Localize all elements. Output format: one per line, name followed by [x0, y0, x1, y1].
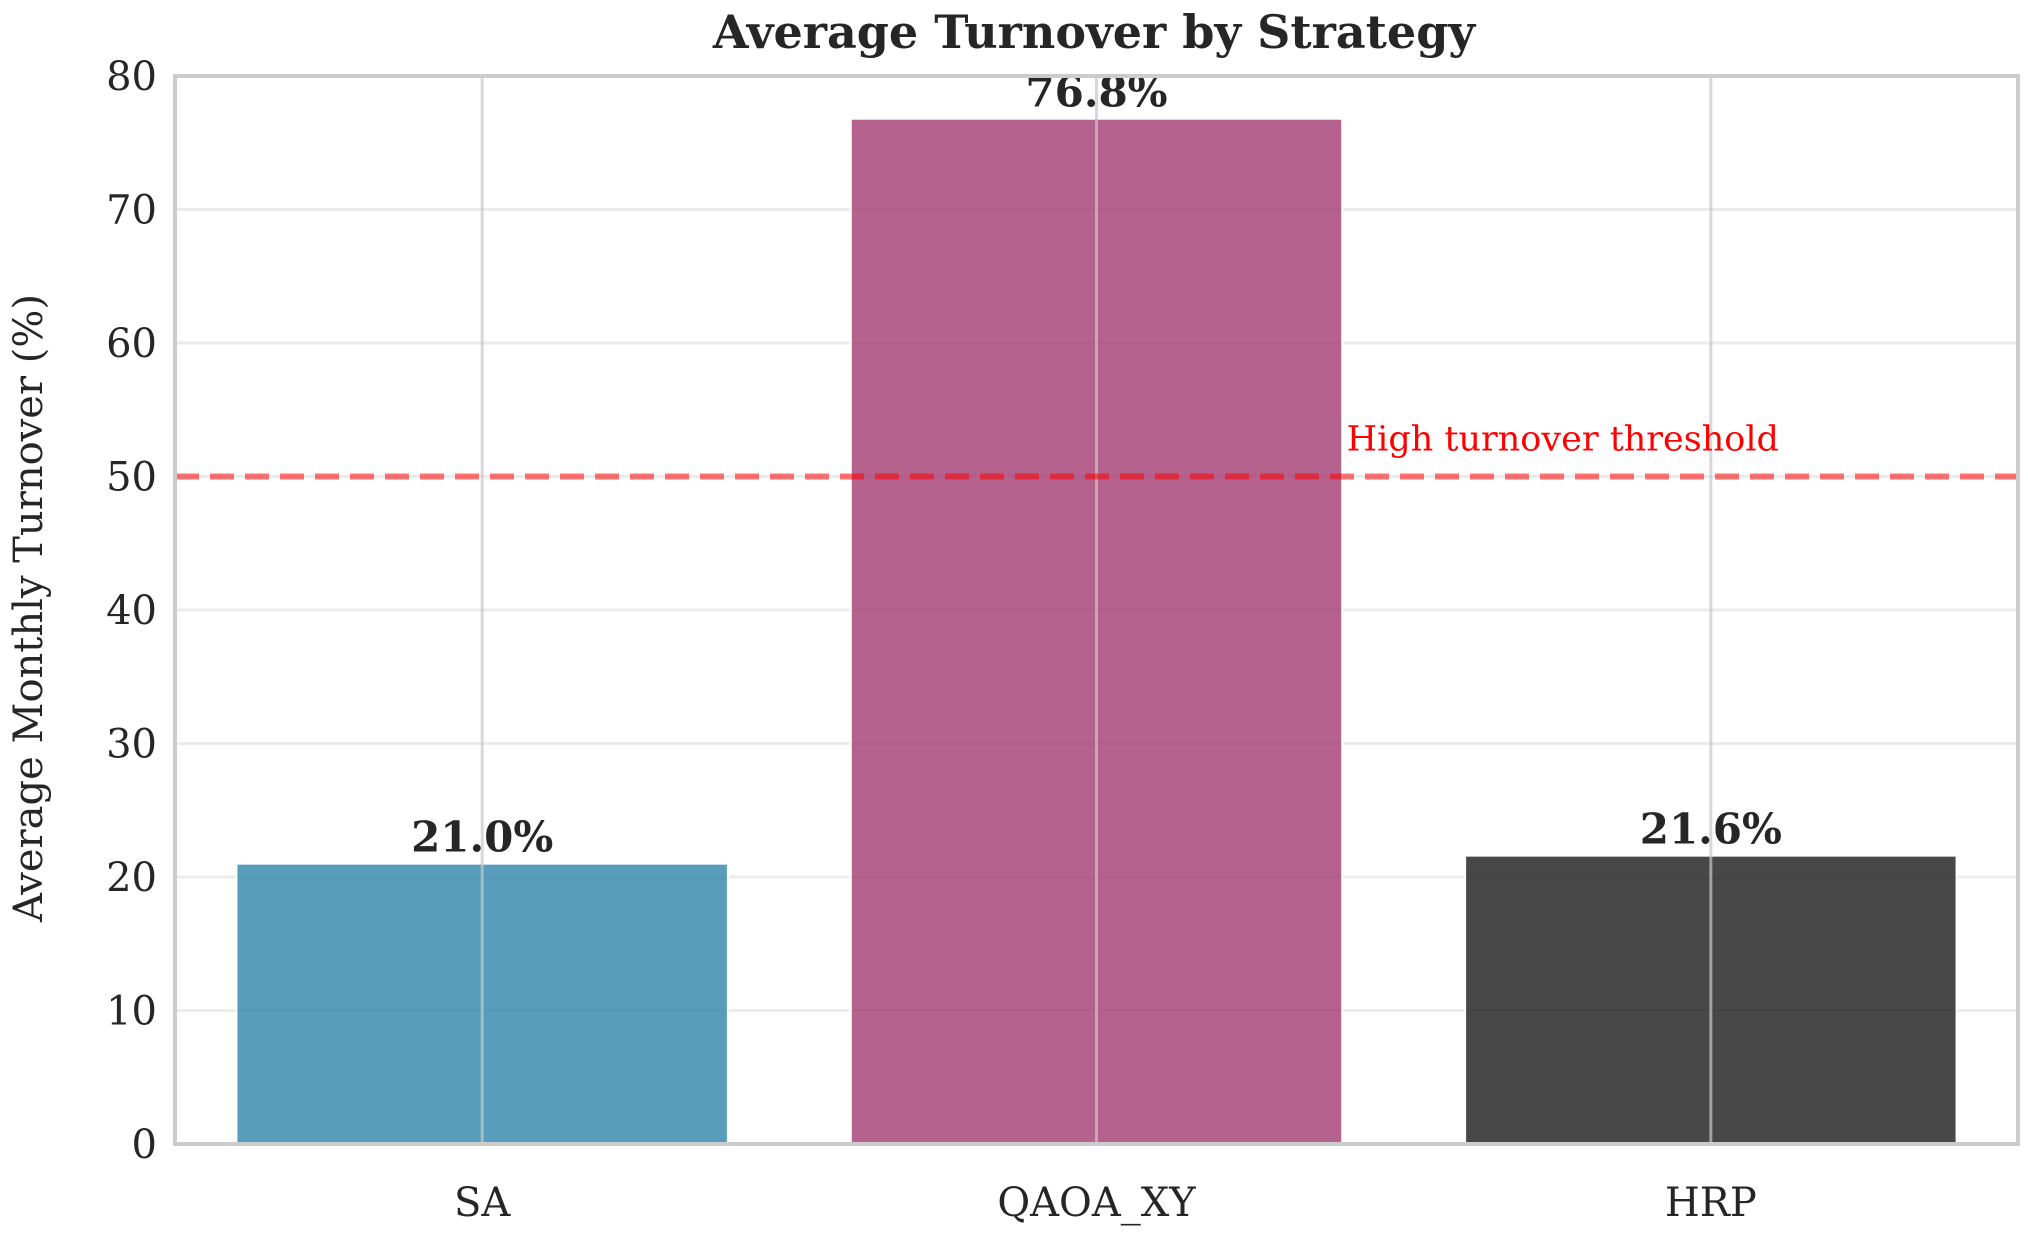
axis-ticks: 0 10 20 30 40 50 60 70 80 SA QAOA_XY HRP — [106, 54, 1757, 1226]
y-tick-label: 0 — [132, 1122, 157, 1168]
y-tick-label: 70 — [106, 188, 157, 234]
x-tick-label: QAOA_XY — [997, 1180, 1196, 1226]
y-tick-label: 30 — [106, 722, 157, 768]
bar-value-label: 21.6% — [1640, 805, 1782, 854]
y-tick-label: 80 — [106, 54, 157, 100]
threshold-label: High turnover threshold — [1347, 420, 1779, 460]
y-tick-label: 60 — [106, 321, 157, 367]
y-tick-label: 20 — [106, 855, 157, 901]
plot-frame — [173, 74, 2020, 1146]
reference-line-group: High turnover threshold — [175, 420, 2018, 480]
y-tick-label: 40 — [106, 588, 157, 634]
y-tick-label: 50 — [106, 455, 157, 501]
bar-value-label: 21.0% — [411, 813, 553, 862]
y-tick-label: 10 — [106, 989, 157, 1035]
y-axis-label: Average Monthly Turnover (%) — [6, 294, 52, 923]
x-tick-label: HRP — [1665, 1180, 1757, 1226]
x-tick-label: SA — [454, 1180, 511, 1226]
vertical-grid-lines — [480, 76, 1713, 1144]
chart-title: Average Turnover by Strategy — [712, 5, 1476, 59]
